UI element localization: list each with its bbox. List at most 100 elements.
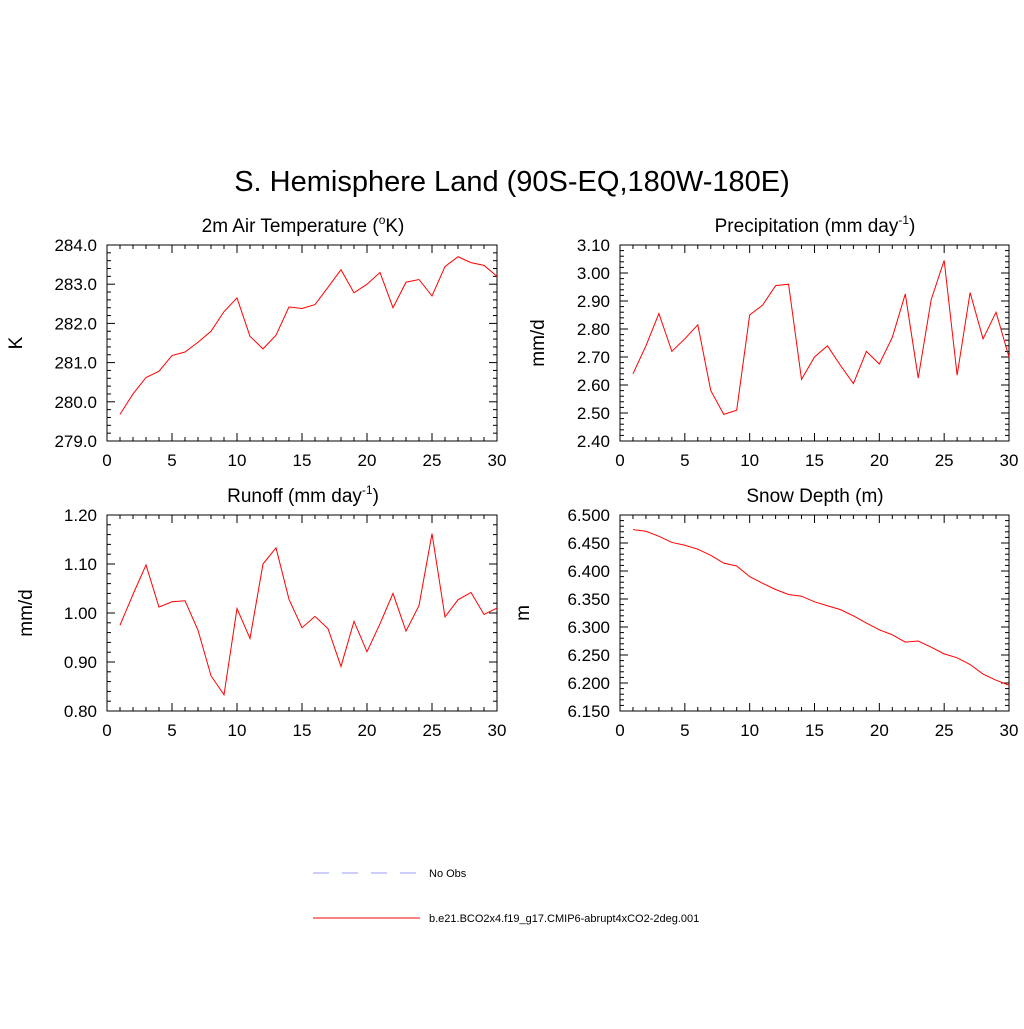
y-tick-label: 279.0	[54, 432, 97, 451]
data-point	[840, 365, 841, 366]
legend-label-model: b.e21.BCO2x4.f19_g17.CMIP6-abrupt4xCO2-2…	[429, 913, 699, 925]
data-point	[496, 276, 497, 277]
data-point	[918, 640, 919, 641]
panel-title: Snow Depth (m)	[746, 486, 883, 507]
data-point	[288, 306, 289, 307]
data-point	[236, 608, 237, 609]
x-tick-label: 0	[102, 451, 111, 470]
x-tick-label: 10	[228, 451, 247, 470]
data-point	[353, 621, 354, 622]
data-point	[879, 363, 880, 364]
x-tick-label: 25	[423, 721, 442, 740]
data-point	[905, 642, 906, 643]
data-point	[470, 262, 471, 263]
x-tick-label: 30	[1000, 451, 1019, 470]
legend-label-no-obs: No Obs	[429, 868, 467, 880]
data-point	[892, 337, 893, 338]
y-tick-label: 2.50	[577, 404, 610, 423]
data-point	[418, 279, 419, 280]
y-tick-label: 2.90	[577, 292, 610, 311]
x-tick-label: 20	[870, 451, 889, 470]
data-point	[197, 630, 198, 631]
data-point	[710, 555, 711, 556]
y-axis-label: K	[6, 336, 27, 349]
data-point	[119, 414, 120, 415]
x-tick-label: 0	[615, 721, 624, 740]
y-axis-label: m	[513, 605, 534, 621]
x-tick-label: 30	[1000, 721, 1019, 740]
data-point	[801, 379, 802, 380]
data-point	[275, 335, 276, 336]
data-point	[788, 284, 789, 285]
data-point	[866, 622, 867, 623]
data-point	[736, 410, 737, 411]
y-axis-label: mm/d	[528, 319, 549, 367]
data-point	[379, 272, 380, 273]
x-tick-label: 5	[167, 451, 176, 470]
panel-title: 2m Air Temperature (oK)	[202, 213, 405, 237]
y-tick-label: 2.40	[577, 432, 610, 451]
x-tick-label: 10	[228, 721, 247, 740]
data-point	[340, 269, 341, 270]
data-point	[431, 295, 432, 296]
y-tick-label: 6.150	[567, 702, 610, 721]
data-point	[814, 601, 815, 602]
data-point	[223, 694, 224, 695]
data-point	[982, 338, 983, 339]
data-point	[288, 599, 289, 600]
data-point	[431, 533, 432, 534]
data-point	[632, 373, 633, 374]
legend: No Obs b.e21.BCO2x4.f19_g17.CMIP6-abrupt…	[313, 868, 699, 925]
data-point	[340, 666, 341, 667]
series-line-precipitation	[632, 260, 1010, 416]
data-point	[853, 383, 854, 384]
x-tick-label: 15	[293, 721, 312, 740]
data-point	[327, 628, 328, 629]
data-point	[658, 313, 659, 314]
panels: 0 5 10 15 20 25 30 279.0 280.0 281.0 282.0 283.0 284…	[6, 213, 1018, 740]
y-tick-label: 6.500	[567, 506, 610, 525]
chart-air-temperature: 0 5 10 15 20 25 30 279.0 280.0 281.0 282.0 283.0 284…	[6, 213, 506, 470]
data-point	[671, 542, 672, 543]
plot-frame	[106, 244, 498, 442]
data-point	[944, 653, 945, 654]
x-tick-label: 5	[680, 451, 689, 470]
data-point	[710, 390, 711, 391]
data-point	[366, 284, 367, 285]
data-point	[145, 377, 146, 378]
data-point	[814, 356, 815, 357]
y-axis-label: mm/d	[16, 589, 37, 637]
y-tick-label: 6.350	[567, 590, 610, 609]
y-tick-label: 6.450	[567, 534, 610, 553]
data-point	[957, 657, 958, 658]
data-point	[249, 638, 250, 639]
x-tick-label: 15	[805, 451, 824, 470]
data-point	[470, 592, 471, 593]
y-tick-label: 1.10	[64, 555, 97, 574]
data-point	[879, 629, 880, 630]
x-tick-label: 10	[740, 721, 759, 740]
y-tick-label: 6.200	[567, 674, 610, 693]
panel-title: Runoff (mm day-1)	[227, 483, 379, 507]
data-point	[697, 549, 698, 550]
y-tick-label: 280.0	[54, 393, 97, 412]
data-point	[788, 594, 789, 595]
data-point	[931, 299, 932, 300]
data-point	[697, 324, 698, 325]
x-tick-label: 25	[423, 451, 442, 470]
y-tick-label: 2.60	[577, 376, 610, 395]
plot-frame	[619, 244, 1010, 442]
data-point	[223, 311, 224, 312]
x-tick-label: 20	[870, 721, 889, 740]
y-tick-label: 6.400	[567, 562, 610, 581]
data-point	[801, 596, 802, 597]
data-point	[457, 256, 458, 257]
data-point	[762, 305, 763, 306]
data-point	[658, 536, 659, 537]
plot-frame	[619, 514, 1010, 712]
data-point	[736, 565, 737, 566]
y-tick-label: 281.0	[54, 354, 97, 373]
data-point	[995, 680, 996, 681]
